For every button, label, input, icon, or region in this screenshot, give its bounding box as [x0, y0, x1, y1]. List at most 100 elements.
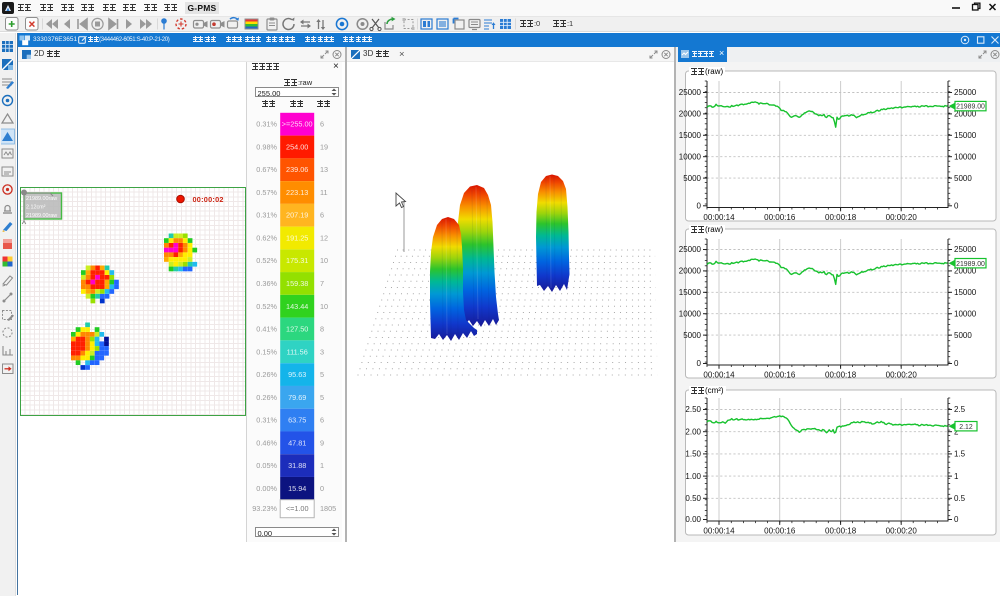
- svg-text:0: 0: [954, 202, 959, 211]
- svg-text:0.52%: 0.52%: [256, 302, 277, 311]
- svg-text:47.81: 47.81: [288, 438, 306, 447]
- svg-text:79.69: 79.69: [288, 393, 306, 402]
- svg-text:25000: 25000: [679, 88, 702, 97]
- svg-text:31.88: 31.88: [288, 461, 306, 470]
- svg-text:00:00:20: 00:00:20: [886, 526, 918, 535]
- svg-text:5000: 5000: [683, 174, 701, 183]
- svg-text:11: 11: [320, 188, 328, 197]
- svg-text:0.26%: 0.26%: [256, 393, 277, 402]
- svg-text:9: 9: [320, 438, 324, 447]
- svg-text:00:00:18: 00:00:18: [825, 213, 857, 222]
- svg-text:00:00:14: 00:00:14: [703, 213, 735, 222]
- svg-text:6: 6: [320, 416, 324, 425]
- svg-text:20000: 20000: [954, 110, 977, 119]
- svg-text:223.13: 223.13: [286, 188, 308, 197]
- svg-text:239.06: 239.06: [286, 165, 308, 174]
- svg-text:2.12cm²: 2.12cm²: [26, 205, 46, 211]
- svg-text:191.25: 191.25: [286, 234, 308, 243]
- svg-text:10000: 10000: [954, 152, 977, 161]
- svg-text:15000: 15000: [954, 131, 977, 140]
- svg-text:5: 5: [320, 370, 324, 379]
- svg-text:0.31%: 0.31%: [256, 416, 277, 425]
- svg-text:00:00:02: 00:00:02: [193, 195, 224, 204]
- svg-text:15000: 15000: [679, 288, 702, 297]
- svg-text:0.50: 0.50: [685, 494, 701, 503]
- svg-text:1.5: 1.5: [954, 450, 966, 459]
- svg-text:0.31%: 0.31%: [256, 120, 277, 129]
- svg-text:<=1.00: <=1.00: [286, 504, 309, 513]
- svg-text:1.50: 1.50: [685, 450, 701, 459]
- svg-text:00:00:18: 00:00:18: [825, 526, 857, 535]
- svg-text:6: 6: [320, 211, 324, 220]
- svg-text:25000: 25000: [954, 88, 977, 97]
- svg-text:254.00: 254.00: [286, 142, 308, 151]
- svg-text:0.31%: 0.31%: [256, 211, 277, 220]
- svg-text:5000: 5000: [954, 174, 972, 183]
- svg-text:12: 12: [320, 234, 328, 243]
- svg-text:1805: 1805: [320, 504, 336, 513]
- svg-text:159.38: 159.38: [286, 279, 308, 288]
- svg-text:143.44: 143.44: [286, 302, 308, 311]
- svg-text:0.41%: 0.41%: [256, 325, 277, 334]
- svg-text:5000: 5000: [683, 331, 701, 340]
- svg-text:1: 1: [954, 472, 959, 481]
- svg-text:0: 0: [954, 515, 959, 524]
- svg-text:10: 10: [320, 302, 328, 311]
- svg-text:15000: 15000: [679, 131, 702, 140]
- svg-text:15.94: 15.94: [288, 484, 306, 493]
- svg-text:63.75: 63.75: [288, 416, 306, 425]
- svg-text:21989.00raw: 21989.00raw: [26, 213, 57, 219]
- svg-text:0.52%: 0.52%: [256, 256, 277, 265]
- svg-text:0: 0: [697, 202, 702, 211]
- svg-text:0.46%: 0.46%: [256, 438, 277, 447]
- svg-text:2.12: 2.12: [959, 424, 973, 431]
- svg-text:20000: 20000: [679, 110, 702, 119]
- svg-text:00:00:20: 00:00:20: [886, 213, 918, 222]
- svg-text:00:00:16: 00:00:16: [764, 526, 796, 535]
- svg-text:6: 6: [320, 120, 324, 129]
- svg-text:0.36%: 0.36%: [256, 279, 277, 288]
- svg-text:10: 10: [320, 256, 328, 265]
- svg-text:19: 19: [320, 142, 328, 151]
- svg-text:0.62%: 0.62%: [256, 234, 277, 243]
- svg-text:10000: 10000: [954, 309, 977, 318]
- svg-text:00:00:18: 00:00:18: [825, 370, 857, 379]
- svg-text:175.31: 175.31: [286, 256, 308, 265]
- svg-text:0.26%: 0.26%: [256, 370, 277, 379]
- svg-text:25000: 25000: [954, 245, 977, 254]
- svg-text:95.63: 95.63: [288, 370, 306, 379]
- svg-text:1.00: 1.00: [685, 472, 701, 481]
- svg-text:15000: 15000: [954, 288, 977, 297]
- svg-text:1: 1: [320, 461, 324, 470]
- svg-text:0.67%: 0.67%: [256, 165, 277, 174]
- svg-text:25000: 25000: [679, 245, 702, 254]
- svg-text:0.15%: 0.15%: [256, 347, 277, 356]
- svg-text:0.57%: 0.57%: [256, 188, 277, 197]
- svg-text:21989.00: 21989.00: [956, 261, 985, 268]
- svg-text:0.98%: 0.98%: [256, 142, 277, 151]
- svg-text:0.5: 0.5: [954, 494, 966, 503]
- svg-text:0: 0: [697, 359, 702, 368]
- svg-text:0.00: 0.00: [685, 515, 701, 524]
- svg-text:2.00: 2.00: [685, 427, 701, 436]
- svg-text:00:00:16: 00:00:16: [764, 370, 796, 379]
- svg-text:00:00:14: 00:00:14: [703, 526, 735, 535]
- svg-text:>=255.00: >=255.00: [282, 120, 313, 129]
- svg-text:93.23%: 93.23%: [252, 504, 277, 513]
- svg-text:2: 2: [954, 427, 959, 436]
- svg-text:0: 0: [954, 359, 959, 368]
- svg-text:0: 0: [320, 484, 324, 493]
- svg-text:111.56: 111.56: [287, 347, 308, 356]
- svg-text:5000: 5000: [954, 331, 972, 340]
- svg-text:2.5: 2.5: [954, 405, 966, 414]
- svg-text:21989.00: 21989.00: [956, 104, 985, 111]
- svg-text:0.05%: 0.05%: [256, 461, 277, 470]
- svg-text:21989.00raw: 21989.00raw: [26, 196, 57, 202]
- svg-text:00:00:16: 00:00:16: [764, 213, 796, 222]
- svg-text:2.50: 2.50: [685, 405, 701, 414]
- svg-text:5: 5: [320, 393, 324, 402]
- svg-text:7: 7: [320, 279, 324, 288]
- svg-text:8: 8: [320, 325, 324, 334]
- svg-text:127.50: 127.50: [286, 325, 308, 334]
- svg-text:13: 13: [320, 165, 328, 174]
